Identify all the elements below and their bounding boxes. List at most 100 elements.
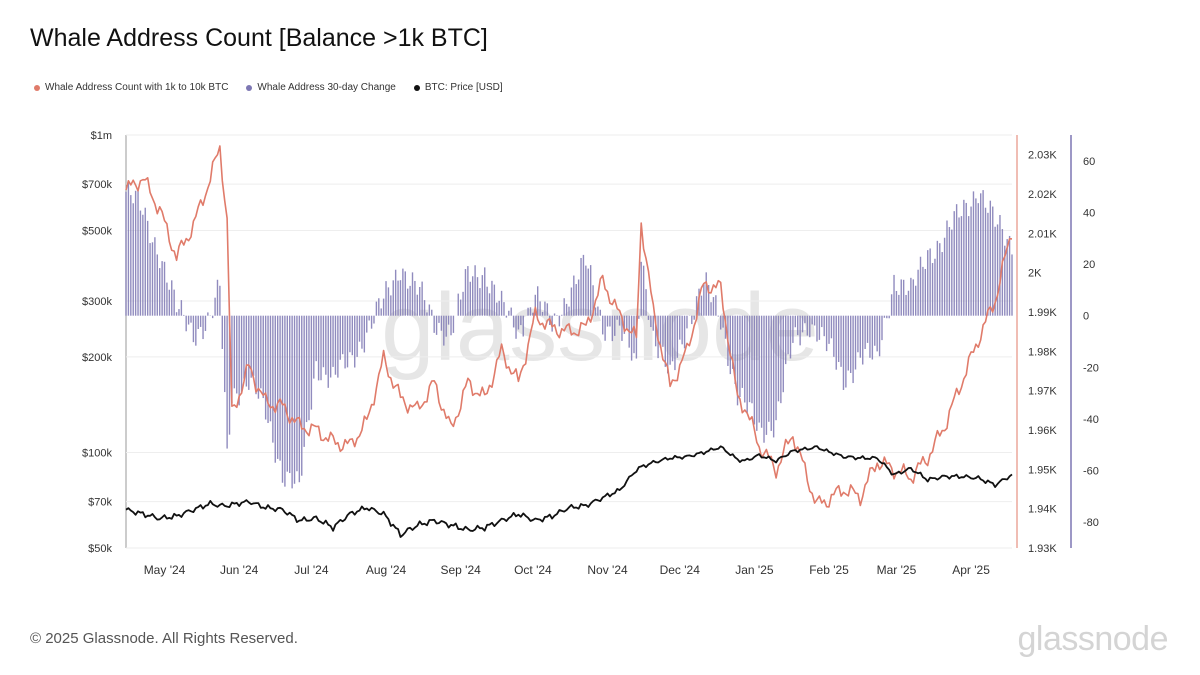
change-bar bbox=[980, 193, 982, 316]
change-bar bbox=[447, 315, 450, 325]
change-bar bbox=[337, 315, 339, 378]
change-bar bbox=[414, 280, 416, 316]
change-bar bbox=[551, 315, 553, 332]
change-bar bbox=[508, 310, 510, 316]
change-bar bbox=[416, 294, 419, 316]
change-bar bbox=[611, 315, 614, 342]
x-axis-tick-label: Jul '24 bbox=[294, 563, 329, 577]
change-bar bbox=[801, 315, 804, 333]
change-bar bbox=[423, 300, 426, 316]
change-bar bbox=[744, 315, 746, 403]
change-bar bbox=[238, 315, 240, 406]
change-bar bbox=[582, 254, 585, 316]
change-bar bbox=[139, 210, 142, 316]
change-bar bbox=[642, 265, 645, 316]
change-bar bbox=[835, 315, 837, 370]
middle-axis-tick-label: 2.03K bbox=[1028, 150, 1057, 162]
change-bar bbox=[286, 315, 289, 472]
change-bar bbox=[602, 315, 604, 335]
change-bar bbox=[419, 287, 421, 316]
change-bar bbox=[317, 315, 320, 381]
change-bar bbox=[977, 203, 979, 316]
change-bar bbox=[618, 315, 621, 326]
legend-item-whale-count[interactable]: Whale Address Count with 1k to 10k BTC bbox=[34, 82, 228, 93]
change-bar bbox=[671, 315, 674, 362]
change-bar bbox=[378, 298, 380, 316]
change-bar bbox=[992, 206, 994, 316]
change-bar bbox=[594, 307, 597, 316]
change-bar bbox=[712, 297, 715, 316]
left-axis-tick-label: $50k bbox=[88, 543, 112, 555]
change-bar bbox=[541, 311, 544, 316]
legend: Whale Address Count with 1k to 10k BTC W… bbox=[34, 82, 503, 93]
change-bar bbox=[476, 277, 479, 316]
change-bar bbox=[512, 315, 515, 328]
change-bar bbox=[703, 283, 705, 316]
change-bar bbox=[471, 276, 474, 316]
change-bar bbox=[130, 195, 132, 316]
change-bar bbox=[659, 315, 662, 348]
change-bar bbox=[597, 306, 599, 316]
change-bar bbox=[163, 261, 166, 316]
change-bar bbox=[874, 315, 876, 346]
change-bar bbox=[679, 315, 681, 340]
change-bar bbox=[854, 315, 857, 370]
change-bar bbox=[722, 315, 724, 328]
change-bar bbox=[486, 286, 488, 316]
change-bar bbox=[821, 315, 823, 328]
x-axis-tick-label: Apr '25 bbox=[952, 563, 990, 577]
change-bar bbox=[149, 243, 151, 316]
x-axis-tick-label: Feb '25 bbox=[809, 563, 849, 577]
change-bar bbox=[561, 314, 563, 316]
change-bar bbox=[587, 268, 589, 316]
change-bar bbox=[1001, 229, 1004, 316]
change-bar bbox=[291, 315, 293, 489]
change-bar bbox=[433, 315, 435, 333]
change-bar bbox=[799, 315, 801, 346]
right-axis-tick-label: -20 bbox=[1083, 362, 1099, 374]
change-bar bbox=[192, 315, 195, 343]
change-bar bbox=[243, 315, 245, 379]
change-bar bbox=[919, 256, 922, 316]
change-bar bbox=[965, 202, 967, 316]
change-bar bbox=[469, 281, 471, 316]
change-bar bbox=[732, 315, 734, 369]
change-bar bbox=[358, 315, 361, 342]
change-bar bbox=[187, 315, 190, 325]
change-bar bbox=[293, 315, 296, 484]
change-bar bbox=[797, 315, 799, 336]
change-bar bbox=[438, 315, 440, 323]
change-bar bbox=[421, 281, 423, 316]
change-bar bbox=[960, 216, 963, 316]
change-bar bbox=[301, 315, 303, 476]
change-bar bbox=[361, 315, 363, 349]
change-bar bbox=[387, 287, 390, 316]
change-bar bbox=[173, 289, 175, 316]
change-bar bbox=[845, 315, 847, 388]
change-bar bbox=[459, 299, 462, 316]
change-bar bbox=[772, 315, 775, 438]
legend-item-btc-price[interactable]: BTC: Price [USD] bbox=[413, 82, 503, 93]
change-bar bbox=[734, 315, 736, 385]
change-bar bbox=[989, 200, 992, 316]
change-bar bbox=[719, 315, 722, 330]
legend-item-30day-change[interactable]: Whale Address 30-day Change bbox=[246, 82, 396, 93]
change-bar bbox=[621, 315, 623, 341]
change-bar bbox=[216, 279, 219, 316]
change-bar bbox=[481, 275, 484, 316]
change-bar bbox=[900, 279, 902, 316]
change-bar bbox=[686, 315, 688, 329]
change-bar bbox=[228, 315, 231, 435]
change-bar bbox=[462, 291, 464, 316]
change-bar bbox=[883, 315, 886, 318]
change-bar bbox=[650, 315, 652, 328]
middle-axis-tick-label: 1.97K bbox=[1028, 386, 1057, 398]
x-axis-tick-label: Aug '24 bbox=[366, 563, 407, 577]
change-bar bbox=[895, 290, 898, 316]
change-bar bbox=[640, 261, 642, 316]
change-bar bbox=[927, 250, 929, 316]
change-bar bbox=[963, 199, 965, 316]
change-bar bbox=[151, 242, 154, 316]
change-bar bbox=[344, 315, 346, 369]
change-bar bbox=[532, 312, 534, 316]
